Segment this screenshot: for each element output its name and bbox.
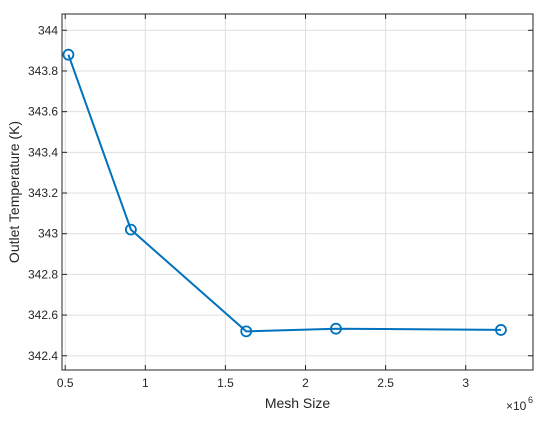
data-point-marker [495,324,507,336]
grid-lines [62,14,533,370]
y-tick-label: 342.4 [28,349,58,363]
series-layer [62,48,507,338]
tick-marks [62,14,533,370]
data-point-marker [330,322,342,335]
x-tick-label: 0.5 [57,376,74,390]
x-tick-label: 1 [142,376,149,390]
x-tick-label: 2 [302,376,309,390]
y-tick-label: 343 [38,227,58,241]
data-point-marker [124,223,137,236]
data-point-marker [240,325,253,338]
data-point-marker [62,48,75,61]
x-axis-label: Mesh Size [265,395,331,411]
y-tick-label: 342.8 [28,267,58,281]
x-axis-multiplier: ×10 [506,399,527,413]
x-tick-label: 3 [462,376,469,390]
x-tick-label: 2.5 [377,376,394,390]
x-axis-multiplier-exponent: 6 [528,395,533,405]
y-tick-label: 343.2 [28,186,58,200]
y-tick-label: 343.4 [28,145,58,159]
plot-frame [61,13,534,371]
y-axis-label: Outlet Temperature (K) [6,121,22,263]
y-tick-label: 344 [38,23,58,37]
tick-labels: 0.5 1 1.5 2 2.5 3 342.4 342.6 342.8 343 343.2 343.4… [28,23,469,390]
series-line [67,54,501,333]
y-tick-label: 343.6 [28,105,58,119]
y-tick-label: 343.8 [28,64,58,78]
x-tick-label: 1.5 [217,376,234,390]
y-tick-label: 342.6 [28,308,58,322]
plot-area [62,14,533,370]
